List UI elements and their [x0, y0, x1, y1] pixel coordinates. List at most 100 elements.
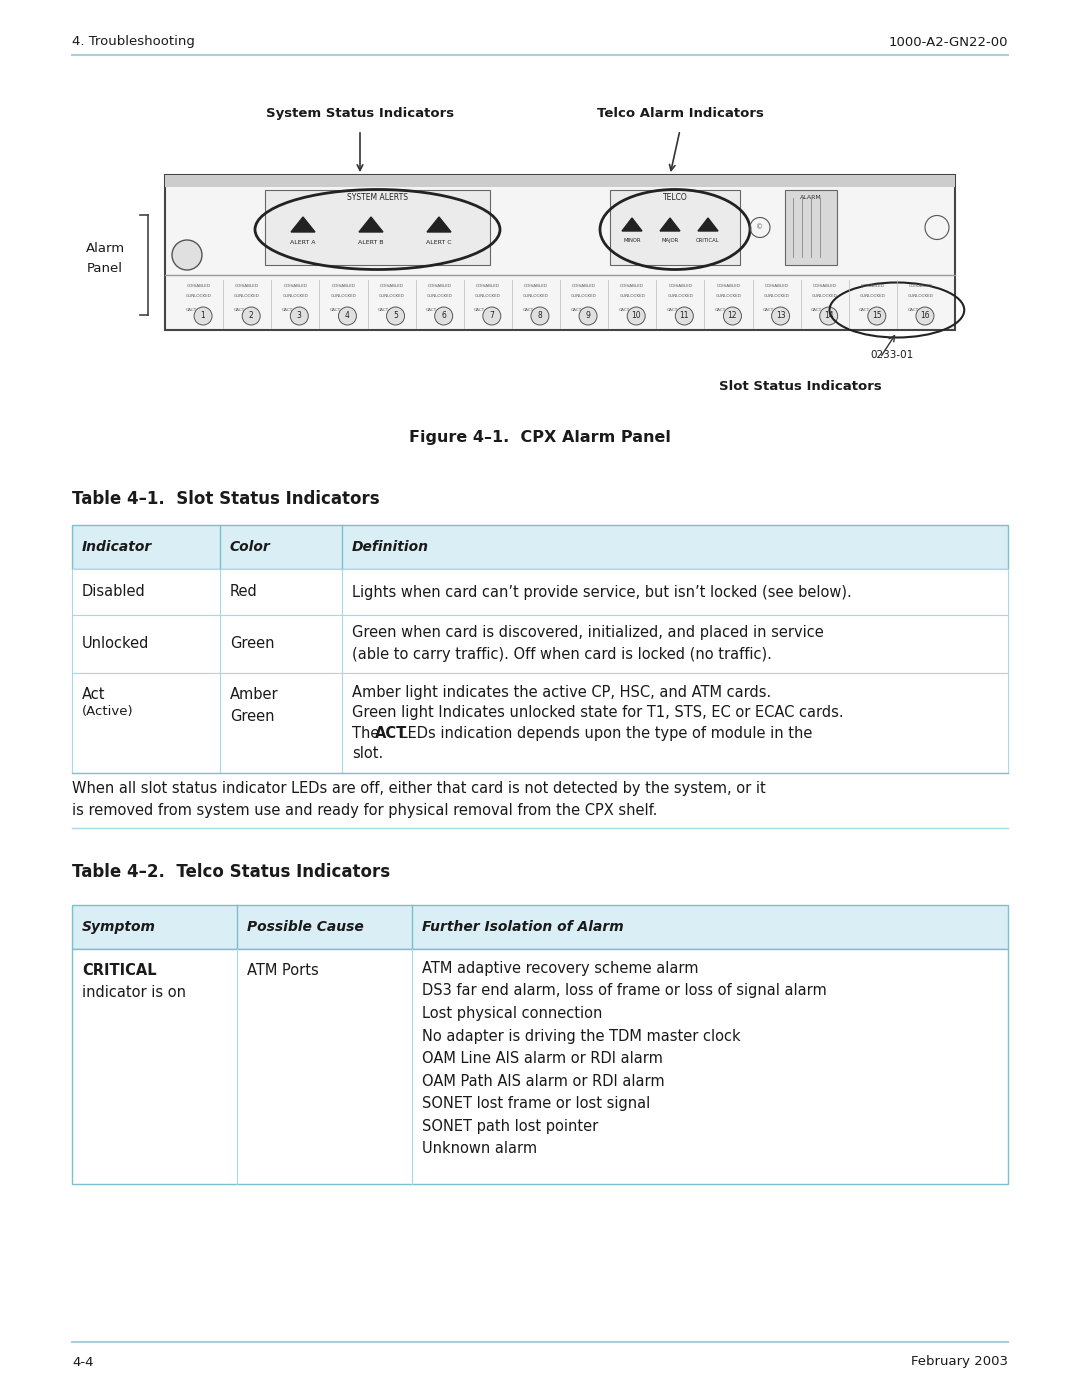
Text: OAM Path AIS alarm or RDI alarm: OAM Path AIS alarm or RDI alarm: [422, 1073, 664, 1088]
Polygon shape: [427, 217, 451, 232]
Text: CRITICAL: CRITICAL: [697, 237, 719, 243]
Text: (Active): (Active): [82, 705, 134, 718]
Polygon shape: [698, 218, 718, 231]
Bar: [72, 949, 1008, 1185]
Text: ATM adaptive recovery scheme alarm: ATM adaptive recovery scheme alarm: [422, 961, 699, 977]
Text: ALERT C: ALERT C: [427, 240, 451, 244]
Text: Red: Red: [230, 584, 258, 599]
Text: 13: 13: [775, 312, 785, 320]
Text: ODISABLED: ODISABLED: [716, 284, 741, 288]
Text: Symptom: Symptom: [82, 921, 156, 935]
Text: OUNLOCKED: OUNLOCKED: [282, 293, 308, 298]
Text: slot.: slot.: [352, 746, 383, 761]
Text: No adapter is driving the TDM master clock: No adapter is driving the TDM master clo…: [422, 1028, 741, 1044]
Circle shape: [172, 240, 202, 270]
Text: SONET path lost pointer: SONET path lost pointer: [422, 1119, 598, 1133]
Text: ODISABLED: ODISABLED: [476, 284, 500, 288]
Bar: [72, 773, 1008, 828]
Text: OUNLOCKED: OUNLOCKED: [523, 293, 549, 298]
Bar: [265, 190, 490, 265]
Text: 12: 12: [728, 312, 738, 320]
Text: ODISABLED: ODISABLED: [332, 284, 355, 288]
Circle shape: [531, 307, 549, 326]
Text: ODISABLED: ODISABLED: [283, 284, 308, 288]
Bar: [72, 525, 1008, 569]
Text: Amber: Amber: [230, 687, 279, 703]
Bar: [165, 175, 955, 187]
Text: Figure 4–1.  CPX Alarm Panel: Figure 4–1. CPX Alarm Panel: [409, 430, 671, 446]
Text: OUNLOCKED: OUNLOCKED: [427, 293, 453, 298]
Text: SYSTEM ALERTS: SYSTEM ALERTS: [347, 194, 408, 203]
Text: ALERT B: ALERT B: [359, 240, 383, 244]
Text: ATM Ports: ATM Ports: [247, 963, 319, 978]
Bar: [785, 190, 837, 265]
Text: OACT: OACT: [570, 307, 582, 312]
Text: OACT: OACT: [523, 307, 534, 312]
Text: 1: 1: [201, 312, 205, 320]
Text: OAM Line AIS alarm or RDI alarm: OAM Line AIS alarm or RDI alarm: [422, 1051, 663, 1066]
Bar: [165, 175, 955, 330]
Text: ACT: ACT: [375, 726, 407, 740]
Circle shape: [242, 307, 260, 326]
Text: The: The: [352, 726, 384, 740]
Text: OUNLOCKED: OUNLOCKED: [715, 293, 741, 298]
Text: OACT: OACT: [762, 307, 774, 312]
Text: OACT: OACT: [907, 307, 919, 312]
Text: OACT: OACT: [860, 307, 870, 312]
Text: TELCO: TELCO: [663, 194, 687, 203]
Text: 1000-A2-GN22-00: 1000-A2-GN22-00: [889, 35, 1008, 49]
Text: 4-4: 4-4: [72, 1355, 94, 1369]
Bar: [72, 673, 1008, 773]
Text: ODISABLED: ODISABLED: [187, 284, 211, 288]
Text: 16: 16: [920, 312, 930, 320]
Text: Possible Cause: Possible Cause: [247, 921, 364, 935]
Text: Lost physical connection: Lost physical connection: [422, 1006, 603, 1021]
Bar: [72, 615, 1008, 673]
Text: OACT: OACT: [186, 307, 197, 312]
Text: 15: 15: [872, 312, 881, 320]
Polygon shape: [291, 217, 315, 232]
Text: ODISABLED: ODISABLED: [428, 284, 451, 288]
Text: OACT: OACT: [378, 307, 389, 312]
Text: OUNLOCKED: OUNLOCKED: [186, 293, 212, 298]
Text: OUNLOCKED: OUNLOCKED: [330, 293, 356, 298]
Circle shape: [724, 307, 742, 326]
Circle shape: [483, 307, 501, 326]
Text: OUNLOCKED: OUNLOCKED: [667, 293, 693, 298]
Circle shape: [291, 307, 308, 326]
Circle shape: [338, 307, 356, 326]
Text: OUNLOCKED: OUNLOCKED: [860, 293, 886, 298]
Text: DS3 far end alarm, loss of frame or loss of signal alarm: DS3 far end alarm, loss of frame or loss…: [422, 983, 827, 999]
Text: OUNLOCKED: OUNLOCKED: [812, 293, 838, 298]
Circle shape: [868, 307, 886, 326]
Text: Green when card is discovered, initialized, and placed in service
(able to carry: Green when card is discovered, initializ…: [352, 624, 824, 662]
Text: ODISABLED: ODISABLED: [909, 284, 933, 288]
Text: ODISABLED: ODISABLED: [524, 284, 548, 288]
Circle shape: [916, 307, 934, 326]
Text: ODISABLED: ODISABLED: [765, 284, 788, 288]
Text: OACT: OACT: [282, 307, 293, 312]
Circle shape: [387, 307, 405, 326]
Text: Amber light indicates the active CP, HSC, and ATM cards.: Amber light indicates the active CP, HSC…: [352, 685, 771, 700]
Polygon shape: [622, 218, 642, 231]
Text: ©: ©: [756, 225, 764, 231]
Text: ODISABLED: ODISABLED: [620, 284, 644, 288]
Text: OUNLOCKED: OUNLOCKED: [908, 293, 934, 298]
Circle shape: [771, 307, 789, 326]
Text: CRITICAL: CRITICAL: [82, 963, 157, 978]
Polygon shape: [660, 218, 680, 231]
Text: indicator is on: indicator is on: [82, 985, 186, 1000]
Text: Green: Green: [230, 637, 274, 651]
Text: ODISABLED: ODISABLED: [235, 284, 259, 288]
Text: OACT: OACT: [666, 307, 678, 312]
Text: SONET lost frame or lost signal: SONET lost frame or lost signal: [422, 1097, 650, 1111]
Text: Lights when card can’t provide service, but isn’t locked (see below).: Lights when card can’t provide service, …: [352, 584, 852, 599]
Text: 10: 10: [632, 312, 642, 320]
Text: 4. Troubleshooting: 4. Troubleshooting: [72, 35, 194, 49]
Text: LEDs indication depends upon the type of module in the: LEDs indication depends upon the type of…: [394, 726, 812, 740]
Text: OACT: OACT: [619, 307, 630, 312]
Text: When all slot status indicator LEDs are off, either that card is not detected by: When all slot status indicator LEDs are …: [72, 781, 766, 817]
Text: Slot Status Indicators: Slot Status Indicators: [718, 380, 881, 393]
Text: Table 4–2.  Telco Status Indicators: Table 4–2. Telco Status Indicators: [72, 863, 390, 882]
Text: 14: 14: [824, 312, 834, 320]
